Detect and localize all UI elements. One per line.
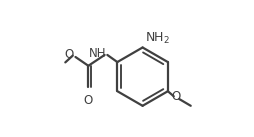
Text: O: O (84, 94, 93, 107)
Text: O: O (172, 90, 181, 103)
Text: NH: NH (88, 47, 106, 60)
Text: O: O (64, 48, 73, 61)
Text: NH$_2$: NH$_2$ (145, 31, 170, 46)
